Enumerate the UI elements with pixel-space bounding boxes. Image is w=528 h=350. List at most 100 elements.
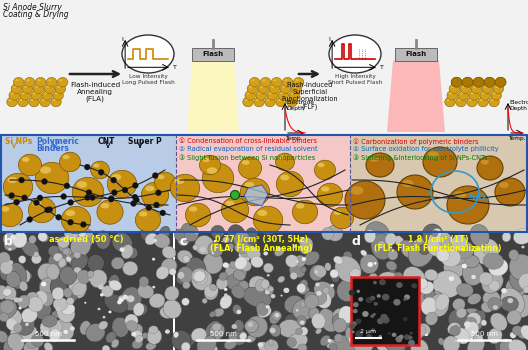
Ellipse shape (286, 255, 298, 267)
Ellipse shape (245, 228, 258, 247)
Ellipse shape (178, 267, 193, 283)
Ellipse shape (18, 295, 30, 308)
Ellipse shape (502, 232, 511, 242)
Ellipse shape (370, 296, 375, 301)
Ellipse shape (86, 323, 105, 342)
Text: Si NPs: Si NPs (5, 137, 32, 146)
Ellipse shape (80, 222, 87, 228)
Ellipse shape (72, 177, 103, 207)
Ellipse shape (7, 333, 24, 350)
Ellipse shape (371, 328, 375, 332)
Ellipse shape (474, 239, 499, 265)
Ellipse shape (171, 330, 191, 350)
Ellipse shape (284, 288, 289, 293)
Ellipse shape (409, 280, 421, 293)
Text: Short Pulsed Flash: Short Pulsed Flash (328, 80, 382, 85)
Ellipse shape (403, 267, 426, 291)
Ellipse shape (289, 99, 291, 101)
Ellipse shape (131, 332, 136, 336)
Ellipse shape (0, 313, 8, 322)
Ellipse shape (202, 298, 208, 303)
Ellipse shape (265, 97, 275, 107)
Ellipse shape (22, 92, 25, 95)
Ellipse shape (108, 281, 111, 283)
Ellipse shape (224, 339, 237, 349)
Ellipse shape (462, 255, 479, 268)
Ellipse shape (438, 338, 444, 345)
Ellipse shape (139, 276, 149, 286)
Ellipse shape (382, 290, 403, 304)
Ellipse shape (329, 35, 381, 73)
Ellipse shape (512, 261, 527, 279)
Ellipse shape (33, 92, 36, 95)
Ellipse shape (209, 311, 216, 317)
Ellipse shape (53, 253, 62, 261)
Ellipse shape (232, 304, 242, 315)
Ellipse shape (388, 290, 395, 297)
Ellipse shape (84, 302, 87, 304)
Ellipse shape (181, 334, 195, 346)
Ellipse shape (495, 77, 506, 87)
Ellipse shape (425, 270, 438, 281)
Ellipse shape (403, 298, 407, 301)
Ellipse shape (305, 294, 319, 309)
Text: as-dried (50 °C): as-dried (50 °C) (49, 235, 124, 244)
Ellipse shape (419, 281, 434, 294)
Ellipse shape (191, 328, 206, 342)
Ellipse shape (271, 77, 282, 87)
Ellipse shape (112, 317, 129, 337)
Ellipse shape (122, 295, 128, 300)
Ellipse shape (154, 202, 159, 208)
Ellipse shape (107, 170, 137, 198)
Bar (2, 136, 176, 231)
Ellipse shape (276, 171, 304, 197)
Ellipse shape (274, 79, 276, 81)
Ellipse shape (280, 84, 290, 93)
Ellipse shape (209, 323, 225, 340)
Ellipse shape (287, 97, 297, 107)
Ellipse shape (57, 303, 75, 323)
Ellipse shape (6, 271, 21, 287)
Ellipse shape (10, 235, 16, 240)
Ellipse shape (296, 203, 305, 209)
Ellipse shape (87, 254, 105, 272)
Ellipse shape (322, 228, 334, 240)
Ellipse shape (291, 92, 294, 95)
Ellipse shape (135, 303, 148, 315)
Ellipse shape (353, 326, 356, 329)
Ellipse shape (276, 153, 295, 171)
Text: Low Intensity: Low Intensity (128, 74, 167, 79)
Ellipse shape (70, 236, 91, 257)
Ellipse shape (33, 200, 40, 206)
Text: 1.8 J/cm² (1T): 1.8 J/cm² (1T) (408, 235, 468, 244)
Ellipse shape (148, 326, 158, 334)
Ellipse shape (291, 84, 301, 93)
Ellipse shape (29, 97, 39, 107)
Ellipse shape (203, 252, 223, 274)
Ellipse shape (35, 302, 51, 320)
Ellipse shape (194, 230, 199, 235)
Ellipse shape (51, 97, 61, 107)
Ellipse shape (353, 302, 359, 307)
Ellipse shape (231, 190, 240, 199)
Ellipse shape (33, 84, 44, 93)
Ellipse shape (507, 310, 521, 325)
Ellipse shape (239, 157, 261, 179)
Ellipse shape (254, 97, 264, 107)
Ellipse shape (22, 195, 27, 201)
Ellipse shape (214, 240, 216, 242)
Ellipse shape (512, 326, 523, 336)
Ellipse shape (332, 335, 354, 350)
Bar (175, 232, 348, 350)
Ellipse shape (228, 341, 230, 342)
Ellipse shape (171, 174, 200, 202)
Ellipse shape (192, 270, 212, 290)
Ellipse shape (348, 335, 360, 345)
Ellipse shape (315, 282, 319, 286)
Ellipse shape (334, 210, 342, 215)
Ellipse shape (241, 261, 251, 271)
Ellipse shape (475, 79, 478, 81)
Ellipse shape (46, 264, 60, 280)
Text: (FLF, Flash Functionalization): (FLF, Flash Functionalization) (374, 244, 502, 253)
Ellipse shape (40, 167, 51, 174)
